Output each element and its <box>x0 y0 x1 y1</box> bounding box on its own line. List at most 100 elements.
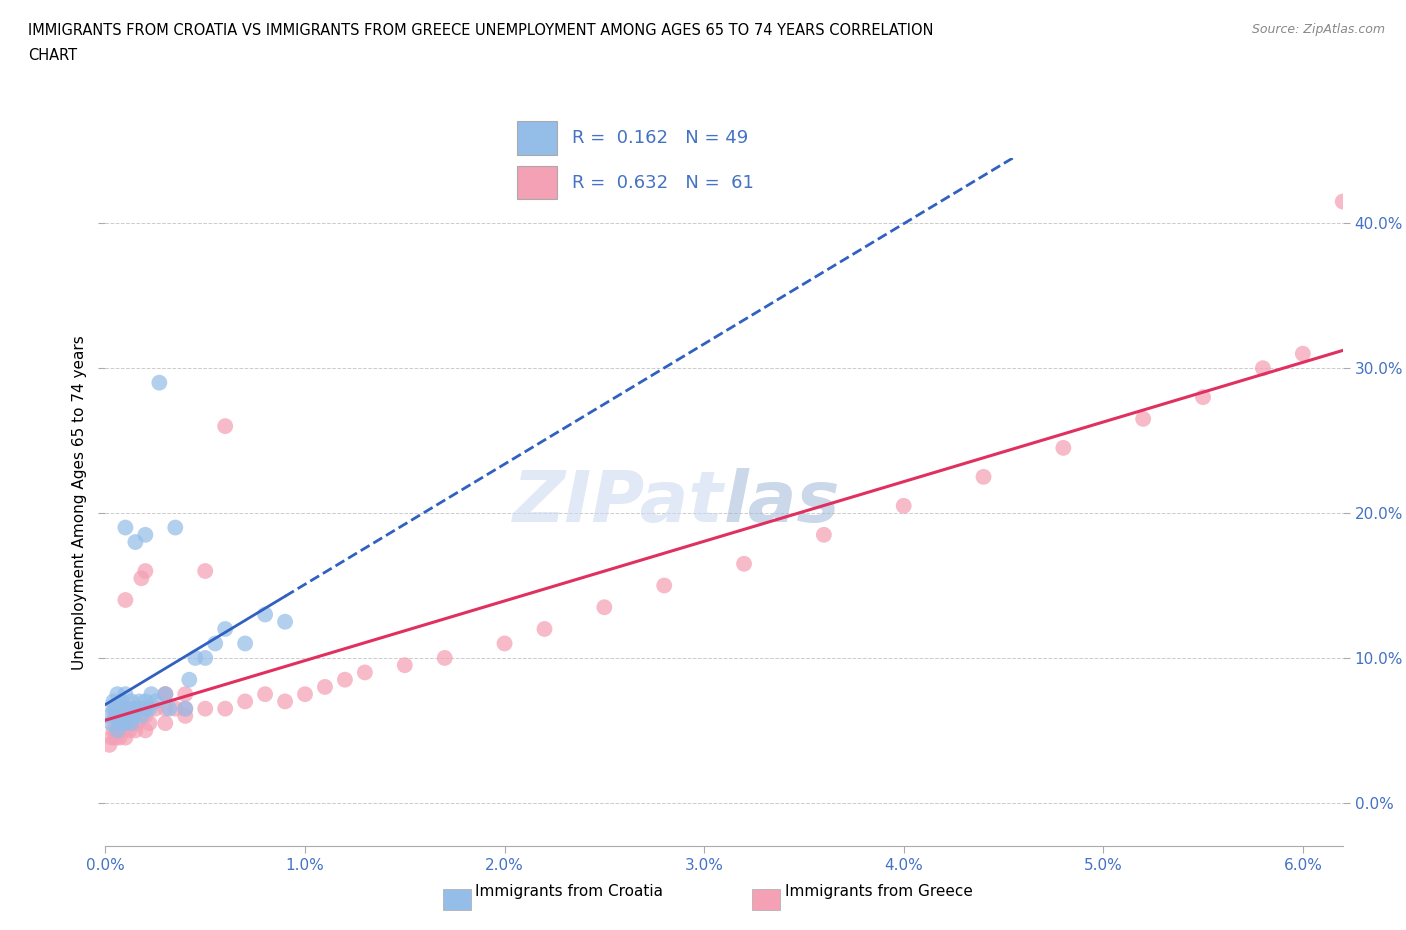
Point <box>134 564 156 578</box>
Point <box>118 709 141 724</box>
Point <box>214 621 236 636</box>
Point <box>333 672 356 687</box>
Text: ZIPat: ZIPat <box>513 468 724 537</box>
Text: las: las <box>724 468 841 537</box>
Point <box>134 701 156 716</box>
Point <box>131 709 153 724</box>
Point <box>179 672 201 687</box>
Point <box>122 709 145 724</box>
Point <box>194 650 217 665</box>
Point <box>733 556 755 571</box>
Point <box>107 723 129 737</box>
Point <box>110 709 132 724</box>
Point <box>652 578 675 593</box>
Point <box>274 694 297 709</box>
Text: Source: ZipAtlas.com: Source: ZipAtlas.com <box>1251 23 1385 36</box>
Point <box>131 571 153 586</box>
Point <box>120 716 142 731</box>
Point <box>233 694 256 709</box>
Point <box>124 535 146 550</box>
Point <box>233 636 256 651</box>
Bar <box>443 889 471 910</box>
Point <box>110 716 132 731</box>
Point <box>103 694 125 709</box>
Text: IMMIGRANTS FROM CROATIA VS IMMIGRANTS FROM GREECE UNEMPLOYMENT AMONG AGES 65 TO : IMMIGRANTS FROM CROATIA VS IMMIGRANTS FR… <box>28 23 934 38</box>
Point <box>973 470 995 485</box>
Point <box>108 730 131 745</box>
Point <box>134 701 156 716</box>
Point <box>143 701 166 716</box>
Point <box>157 701 180 716</box>
Point <box>114 520 136 535</box>
Point <box>1251 361 1274 376</box>
Point <box>214 418 236 433</box>
Point <box>118 723 141 737</box>
Point <box>394 658 416 672</box>
Point <box>134 723 156 737</box>
Point <box>128 701 150 716</box>
Point <box>112 723 135 737</box>
Point <box>104 709 127 724</box>
Point <box>100 730 122 745</box>
Point <box>1331 194 1354 209</box>
Point <box>274 615 297 630</box>
Point <box>114 701 136 716</box>
Point <box>98 709 121 724</box>
Point <box>100 716 122 731</box>
Point <box>314 680 336 695</box>
Point <box>1132 411 1154 426</box>
Point <box>124 723 146 737</box>
Point <box>155 686 177 701</box>
Point <box>114 701 136 716</box>
Point <box>143 694 166 709</box>
Point <box>165 701 187 716</box>
Bar <box>752 889 780 910</box>
Point <box>254 686 277 701</box>
Point <box>254 607 277 622</box>
Point <box>204 636 226 651</box>
Point <box>184 650 207 665</box>
Point <box>104 709 127 724</box>
Point <box>124 701 146 716</box>
Point <box>118 701 141 716</box>
Point <box>134 694 156 709</box>
Point <box>120 716 142 731</box>
Point <box>134 709 156 724</box>
Point <box>174 709 197 724</box>
Text: Immigrants from Greece: Immigrants from Greece <box>785 884 973 899</box>
Point <box>127 716 149 731</box>
Point <box>194 564 217 578</box>
Point <box>128 694 150 709</box>
Point <box>134 527 156 542</box>
Point <box>813 527 835 542</box>
Point <box>893 498 915 513</box>
Point <box>165 520 187 535</box>
Point <box>107 686 129 701</box>
Point <box>194 701 217 716</box>
Text: R =  0.162   N = 49: R = 0.162 N = 49 <box>572 129 748 147</box>
Point <box>114 592 136 607</box>
Point <box>127 701 149 716</box>
Point <box>433 650 456 665</box>
Text: Immigrants from Croatia: Immigrants from Croatia <box>475 884 664 899</box>
Point <box>533 621 555 636</box>
Bar <box>517 122 557 154</box>
Point <box>108 716 131 731</box>
Point <box>1052 441 1074 456</box>
Point <box>294 686 316 701</box>
Point <box>114 716 136 731</box>
Point <box>148 375 170 390</box>
Point <box>103 701 125 716</box>
Point <box>174 686 197 701</box>
Point <box>112 701 135 716</box>
Point <box>132 701 155 716</box>
Point <box>155 686 177 701</box>
Text: R =  0.632   N =  61: R = 0.632 N = 61 <box>572 174 754 192</box>
Point <box>104 730 127 745</box>
Point <box>138 716 160 731</box>
Point <box>122 701 145 716</box>
Point <box>155 686 177 701</box>
Point <box>174 701 197 716</box>
Point <box>120 694 142 709</box>
Point <box>103 723 125 737</box>
